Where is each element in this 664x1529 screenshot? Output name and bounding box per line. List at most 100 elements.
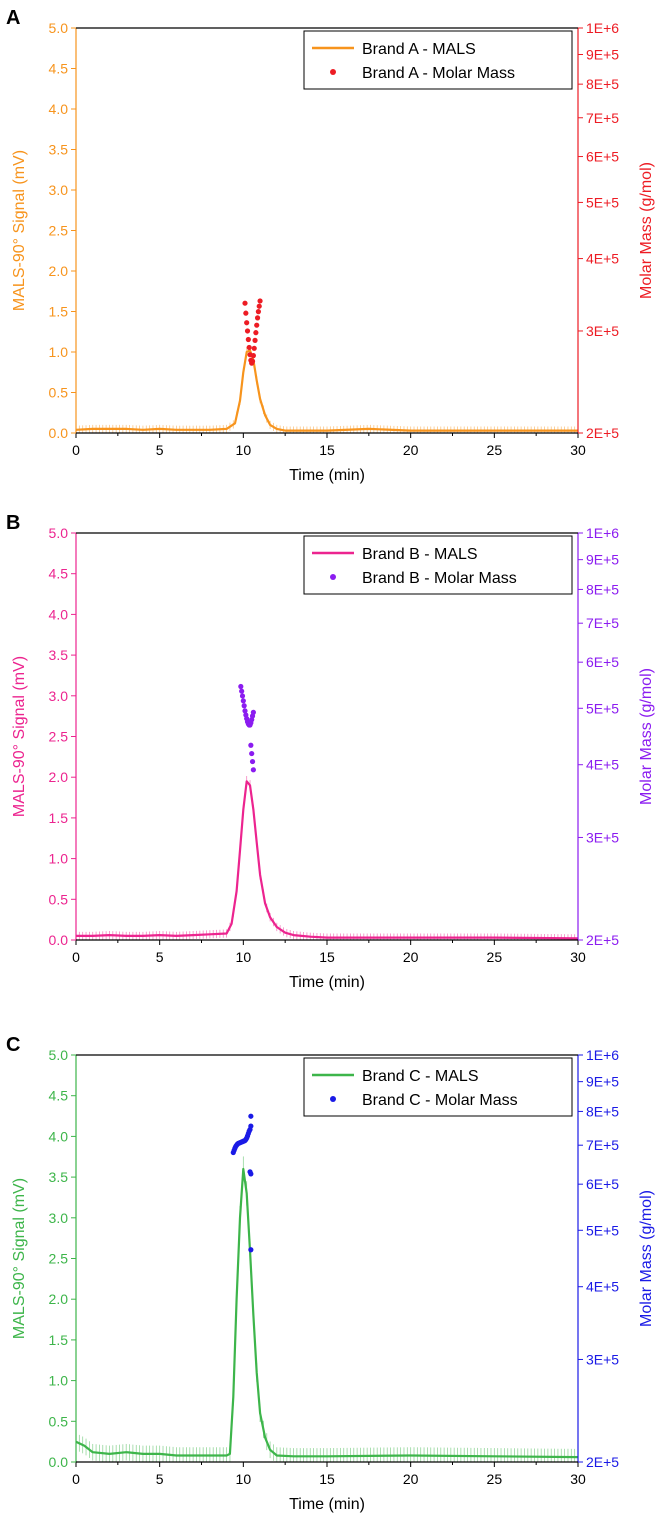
y2-axis-title: Molar Mass (g/mol) (638, 668, 655, 805)
data-point (240, 698, 246, 704)
legend: Brand A - MALS Brand A - Molar Mass (303, 30, 573, 90)
y2-tick-label: 2E+5 (586, 425, 619, 441)
y-tick-label: 1.5 (49, 304, 69, 320)
x-tick-label: 0 (72, 1471, 80, 1487)
x-tick-label: 0 (72, 442, 80, 458)
y-tick-label: 5.0 (49, 20, 69, 36)
x-tick-label: 5 (156, 949, 164, 965)
x-tick-label: 20 (403, 442, 419, 458)
x-tick-label: 10 (236, 949, 252, 965)
x-tick-label: 10 (236, 1471, 252, 1487)
x-tick-label: 15 (319, 949, 335, 965)
data-point (248, 1247, 254, 1253)
y2-tick-label: 4E+5 (586, 251, 619, 267)
data-point (251, 345, 257, 351)
x-tick-label: 30 (570, 1471, 586, 1487)
data-point (243, 310, 249, 316)
data-point (254, 315, 261, 321)
y-tick-label: 3.5 (49, 142, 69, 158)
y-tick-label: 2.5 (49, 729, 69, 745)
y-tick-label: 2.0 (49, 769, 69, 785)
y-tick-label: 1.5 (49, 810, 69, 826)
data-point (244, 328, 251, 334)
panel-label: C (6, 1034, 20, 1056)
y2-tick-label: 1E+6 (586, 1047, 619, 1063)
data-point (250, 709, 256, 715)
x-tick-label: 0 (72, 949, 80, 965)
y-tick-label: 3.0 (49, 688, 69, 704)
series-line-mals (76, 780, 579, 940)
data-point (239, 693, 246, 699)
legend: Brand C - MALS Brand C - Molar Mass (303, 1057, 573, 1117)
panel-label: A (6, 7, 20, 29)
data-point (244, 320, 250, 326)
data-point (245, 336, 251, 343)
y2-tick-label: 7E+5 (586, 110, 619, 126)
data-point (242, 300, 248, 306)
y-tick-label: 0.0 (49, 425, 69, 441)
y-tick-label: 4.0 (49, 101, 69, 117)
chart-panel-c: C 0 5 10 15 20 25 30 Time (min) 0.0 0.5 1.0 1.5 2.0 2.… (6, 1034, 655, 1513)
y-tick-label: 3.5 (49, 1169, 69, 1185)
x-tick-label: 30 (570, 949, 586, 965)
x-tick-label: 20 (403, 949, 419, 965)
error-bars (75, 1156, 579, 1462)
data-point (249, 750, 255, 757)
y2-tick-label: 8E+5 (586, 581, 619, 597)
y-tick-label: 2.0 (49, 1291, 69, 1307)
data-point (241, 703, 247, 709)
data-point (250, 353, 256, 359)
data-point (248, 1113, 254, 1119)
data-point (250, 767, 256, 773)
legend-label: Brand A - Molar Mass (362, 65, 515, 82)
legend-box (303, 30, 573, 90)
data-point (255, 309, 261, 315)
series-scatter-molar-mass (238, 683, 256, 773)
y-tick-label: 2.5 (49, 223, 69, 239)
data-point (252, 337, 258, 343)
y-tick-label: 1.0 (49, 851, 69, 867)
y2-axis-title: Molar Mass (g/mol) (638, 1190, 655, 1327)
y2-tick-label: 1E+6 (586, 525, 619, 541)
x-tick-label: 5 (156, 442, 164, 458)
y-tick-label: 1.0 (49, 344, 69, 360)
y-tick-label: 3.0 (49, 1210, 69, 1226)
y-tick-label: 5.0 (49, 1047, 69, 1063)
legend-box (303, 1057, 573, 1117)
panel-label: B (6, 512, 20, 534)
y2-tick-label: 9E+5 (586, 1074, 619, 1090)
y2-tick-label: 5E+5 (586, 1222, 619, 1238)
y2-tick-label: 5E+5 (586, 194, 619, 210)
series-scatter-molar-mass (230, 1113, 254, 1253)
y2-tick-label: 9E+5 (586, 552, 619, 568)
y2-tick-label: 4E+5 (586, 757, 619, 773)
y-axis-title: MALS-90° Signal (mV) (11, 1178, 28, 1339)
data-point (256, 303, 262, 309)
legend-swatch-dot (330, 574, 336, 580)
data-point (242, 708, 248, 714)
data-point (249, 358, 256, 364)
data-point (248, 1171, 254, 1177)
x-tick-label: 25 (487, 442, 503, 458)
chart-panel-a: A 0 5 10 15 20 25 30 Time (min) 0.0 0.5 1.0 1.5 2.0 2.… (6, 7, 655, 484)
y-tick-label: 0.5 (49, 385, 69, 401)
y2-tick-label: 6E+5 (586, 654, 619, 670)
x-tick-label: 15 (319, 1471, 335, 1487)
y-tick-label: 0.5 (49, 1413, 69, 1429)
y2-tick-label: 3E+5 (586, 323, 619, 339)
y2-tick-label: 4E+5 (586, 1279, 619, 1295)
x-axis-title: Time (min) (289, 467, 365, 484)
y-tick-label: 5.0 (49, 525, 69, 541)
y-tick-label: 4.5 (49, 1088, 69, 1104)
y-tick-label: 2.0 (49, 263, 69, 279)
data-point (248, 1123, 254, 1129)
x-tick-label: 25 (487, 949, 503, 965)
y-tick-label: 4.5 (49, 566, 69, 582)
y2-tick-label: 1E+6 (586, 20, 619, 36)
chart-panel-b: B 0 5 10 15 20 25 30 Time (min) 0.0 0.5 1.0 1.5 2.0 2.… (6, 512, 655, 991)
y-tick-label: 1.5 (49, 1332, 69, 1348)
data-point (248, 742, 254, 748)
y-tick-label: 0.5 (49, 891, 69, 907)
y-tick-label: 2.5 (49, 1251, 69, 1267)
